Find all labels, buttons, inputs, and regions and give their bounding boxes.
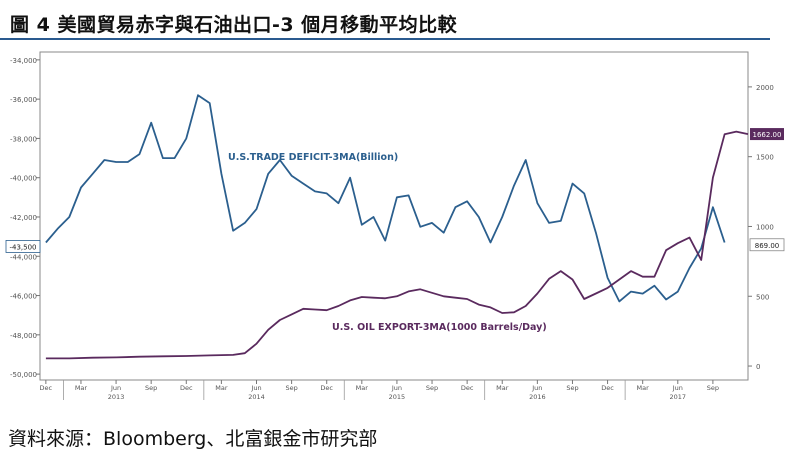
x-tick-label: Jun: [672, 384, 683, 392]
x-tick-label: Mar: [75, 384, 88, 392]
right-tick-label: 500: [756, 293, 769, 301]
year-label: 2016: [529, 393, 546, 401]
label-layer: -43,500 1662.00 869.00 U.S.TRADE DEFICIT-3M…: [5, 128, 785, 333]
left-tick-label: -42,000: [10, 214, 37, 222]
x-tick-label: Mar: [637, 384, 650, 392]
x-tick-label: Sep: [145, 384, 157, 392]
year-label: 2015: [389, 393, 406, 401]
x-tick-label: Jun: [110, 384, 121, 392]
x-tick-label: Dec: [320, 384, 333, 392]
right-tick-label: 0: [756, 363, 760, 371]
right-tick-label: 2000: [756, 84, 774, 92]
x-tick-label: Dec: [40, 384, 53, 392]
trade-deficit-annotation: U.S.TRADE DEFICIT-3MA(Billion): [228, 152, 398, 163]
right-y-axis: 2000 1500 1000 500 0: [748, 84, 774, 371]
oil-export-annotation: U.S. OIL EXPORT-3MA(1000 Barrels/Day): [332, 322, 547, 333]
x-tick-label: Mar: [356, 384, 369, 392]
right-level-tag-box: [749, 238, 785, 252]
right-tick-label: 1000: [756, 223, 774, 231]
left-tick-label: -50,000: [10, 371, 37, 379]
oil-export-line: [45, 130, 749, 360]
left-tick-label: -34,000: [10, 57, 37, 65]
plot-frame: [39, 51, 749, 381]
x-tick-label: Mar: [496, 384, 509, 392]
left-tick-label: -46,000: [10, 293, 37, 301]
x-tick-label: Mar: [215, 384, 228, 392]
left-y-axis: -34,000 -36,000 -38,000 -40,000 -42,000 -44,0…: [10, 57, 40, 379]
left-tick-label: -38,000: [10, 135, 37, 143]
x-tick-label: Dec: [601, 384, 614, 392]
year-label: 2017: [670, 393, 687, 401]
right-end-tag: 1662.00: [753, 131, 782, 139]
x-tick-label: Jun: [531, 384, 542, 392]
chart: -34,000 -36,000 -38,000 -40,000 -42,000 -44,0…: [5, 51, 785, 401]
left-tick-label: -40,000: [10, 175, 37, 183]
x-axis: Dec Mar Jun Sep Dec Mar Jun Sep Dec Mar Jun Sep Dec M…: [40, 380, 719, 401]
left-tick-label: -36,000: [10, 96, 37, 104]
x-tick-label: Jun: [391, 384, 402, 392]
left-tick-label: -48,000: [10, 332, 37, 340]
left-value-tag-box: [5, 240, 41, 253]
series-layer: [45, 94, 749, 360]
left-tick-label: -44,000: [10, 253, 37, 261]
x-tick-label: Jun: [250, 384, 261, 392]
left-value-tag: -43,500: [9, 243, 36, 251]
year-label: 2014: [248, 393, 265, 401]
x-tick-label: Dec: [461, 384, 474, 392]
chart-title: 圖 4 美國貿易赤字與石油出口-3 個月移動平均比較: [10, 14, 458, 36]
title-rule: [0, 38, 770, 40]
right-end-tag-box: [750, 128, 784, 141]
source-note: 資料來源：Bloomberg、北富銀金市研究部: [8, 428, 378, 450]
right-tick-label: 1500: [756, 154, 774, 162]
x-tick-label: Sep: [566, 384, 578, 392]
x-tick-label: Sep: [426, 384, 438, 392]
x-tick-label: Sep: [707, 384, 719, 392]
x-tick-label: Dec: [180, 384, 193, 392]
year-label: 2013: [108, 393, 125, 401]
right-level-tag: 869.00: [755, 242, 780, 250]
x-tick-label: Sep: [285, 384, 297, 392]
